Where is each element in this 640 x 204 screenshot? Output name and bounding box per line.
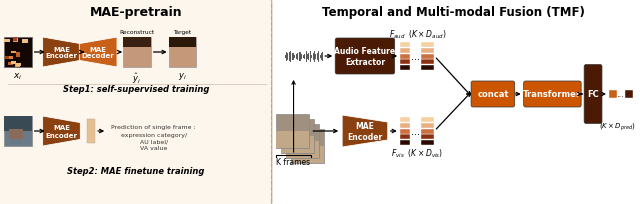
Polygon shape xyxy=(79,38,117,68)
Text: Transformer: Transformer xyxy=(524,90,582,99)
Bar xyxy=(422,135,435,140)
Text: expression category/: expression category/ xyxy=(121,132,187,137)
Bar xyxy=(281,119,314,153)
Text: MAE
Decoder: MAE Decoder xyxy=(82,46,115,59)
Bar xyxy=(12,62,16,65)
Bar xyxy=(8,62,13,66)
Text: $F_{aud}$  $(K \times D_{aud})$: $F_{aud}$ $(K \times D_{aud})$ xyxy=(389,29,446,41)
Text: Reconstruct: Reconstruct xyxy=(119,30,154,35)
Text: ...: ... xyxy=(411,52,420,62)
Bar xyxy=(422,43,435,48)
Bar xyxy=(399,66,410,71)
Bar xyxy=(399,60,410,65)
Text: $F_{vis}$  $(K \times D_{vis})$: $F_{vis}$ $(K \times D_{vis})$ xyxy=(392,147,444,160)
Text: AU label/: AU label/ xyxy=(140,139,168,144)
Bar xyxy=(4,116,32,146)
Bar xyxy=(422,60,435,65)
Bar xyxy=(15,64,20,67)
Bar xyxy=(123,38,151,48)
Bar xyxy=(399,43,410,48)
Text: K frames: K frames xyxy=(276,158,310,167)
Bar xyxy=(609,91,617,99)
Polygon shape xyxy=(43,38,81,68)
FancyBboxPatch shape xyxy=(524,82,581,108)
Bar xyxy=(399,49,410,53)
Text: $x_i$: $x_i$ xyxy=(13,71,22,81)
Polygon shape xyxy=(342,115,388,147)
Bar xyxy=(399,140,410,145)
Bar xyxy=(422,49,435,53)
Bar xyxy=(399,135,410,140)
Bar xyxy=(16,64,21,67)
Bar xyxy=(276,114,309,148)
Bar xyxy=(281,136,314,153)
FancyBboxPatch shape xyxy=(335,39,395,75)
Bar xyxy=(5,57,9,59)
Bar xyxy=(168,38,196,68)
Bar xyxy=(291,146,324,163)
Text: concat: concat xyxy=(477,90,509,99)
Bar xyxy=(4,38,32,68)
Text: Step2: MAE finetune training: Step2: MAE finetune training xyxy=(67,167,205,176)
FancyBboxPatch shape xyxy=(584,65,602,124)
FancyBboxPatch shape xyxy=(0,0,272,204)
Bar xyxy=(422,129,435,134)
Bar xyxy=(9,129,23,139)
Text: Audio Feature
Extractor: Audio Feature Extractor xyxy=(334,47,396,66)
Bar xyxy=(4,40,10,43)
Bar xyxy=(285,124,319,158)
Text: Prediction of single frame :: Prediction of single frame : xyxy=(111,124,196,129)
Text: MAE
Encoder: MAE Encoder xyxy=(45,46,77,59)
Bar xyxy=(12,52,16,54)
Bar xyxy=(422,123,435,128)
Bar xyxy=(276,131,309,148)
Bar xyxy=(168,38,196,48)
Bar xyxy=(399,54,410,59)
Bar xyxy=(285,141,319,158)
Bar xyxy=(422,140,435,145)
Text: Target: Target xyxy=(173,30,191,35)
Bar xyxy=(13,39,18,43)
Text: FC: FC xyxy=(587,90,599,99)
Bar xyxy=(625,91,633,99)
Bar xyxy=(399,117,410,122)
Bar xyxy=(87,119,95,143)
Text: ...: ... xyxy=(411,126,420,136)
Bar xyxy=(399,123,410,128)
Text: ...: ... xyxy=(616,90,624,99)
Text: MAE
Encoder: MAE Encoder xyxy=(348,122,383,141)
Bar xyxy=(13,38,17,42)
FancyBboxPatch shape xyxy=(471,82,515,108)
Text: VA value: VA value xyxy=(140,146,168,151)
Polygon shape xyxy=(43,116,81,146)
Bar xyxy=(123,38,151,68)
Text: $(K \times D_{pred})$: $(K \times D_{pred})$ xyxy=(600,121,636,132)
Text: $y_i$: $y_i$ xyxy=(178,71,187,82)
Bar xyxy=(4,116,32,131)
Bar xyxy=(399,129,410,134)
Bar xyxy=(422,54,435,59)
Text: MAE
Encoder: MAE Encoder xyxy=(45,125,77,138)
Bar xyxy=(8,57,13,60)
Bar xyxy=(17,52,20,57)
Bar xyxy=(22,40,28,43)
Bar xyxy=(422,117,435,122)
Bar xyxy=(291,129,324,163)
Text: $\hat{y}_i$: $\hat{y}_i$ xyxy=(132,71,141,85)
Text: Step1: self-supervised training: Step1: self-supervised training xyxy=(63,85,209,94)
Text: Temporal and Multi-modal Fusion (TMF): Temporal and Multi-modal Fusion (TMF) xyxy=(322,6,585,19)
Bar xyxy=(422,66,435,71)
Text: MAE-pretrain: MAE-pretrain xyxy=(90,6,182,19)
